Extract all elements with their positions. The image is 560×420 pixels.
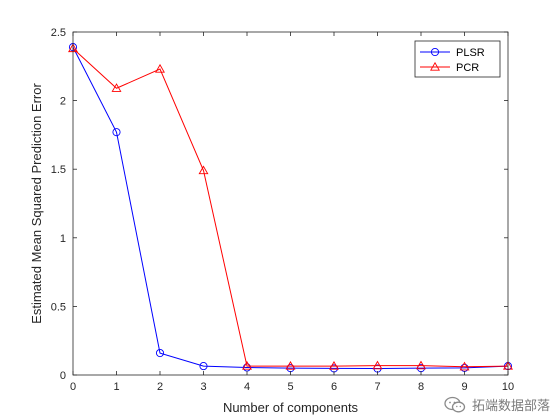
wechat-icon <box>444 396 466 412</box>
pcr-line <box>72 48 509 368</box>
legend-box <box>414 40 501 78</box>
y-tick-label: 1 <box>60 233 66 245</box>
x-tick-label: 5 <box>287 381 293 393</box>
plot-area <box>73 32 508 375</box>
legend-pcr-label: PCR <box>456 62 479 74</box>
x-tick-label: 3 <box>200 381 206 393</box>
x-tick-label: 9 <box>461 381 467 393</box>
pcr-point <box>459 361 470 371</box>
y-tick-label: 2.5 <box>51 27 66 39</box>
x-tick-label: 2 <box>157 381 163 393</box>
series-layer <box>68 43 513 373</box>
x-tick-label: 6 <box>331 381 337 393</box>
legend-plsr-label: PLSR <box>456 47 485 59</box>
series-pcr <box>68 43 513 371</box>
plsr-line <box>72 46 509 370</box>
watermark-text: 拓端数据部落 <box>471 399 550 414</box>
x-tick-label: 4 <box>244 381 250 393</box>
y-tick-label: 2 <box>60 96 66 108</box>
y-tick-label: 0 <box>60 370 66 382</box>
x-tick-label: 8 <box>418 381 424 393</box>
y-tick-label: 0.5 <box>51 301 66 313</box>
x-axis-label: Number of components <box>223 400 359 415</box>
x-tick-label: 0 <box>70 381 76 393</box>
watermark: 拓端数据部落 <box>444 395 550 414</box>
pcr-point <box>285 360 296 370</box>
plsr-point <box>155 348 165 358</box>
plsr-point <box>112 128 121 137</box>
y-axis: 0 0.5 1 1.5 2 2.5 <box>51 27 508 382</box>
pcr-point <box>372 360 383 370</box>
plsr-point <box>199 362 208 371</box>
x-tick-label: 10 <box>502 381 514 393</box>
legend: PLSR PCR <box>414 40 501 78</box>
legend-pcr-marker <box>430 61 440 71</box>
x-tick-label: 1 <box>113 381 119 393</box>
x-axis: 0 1 2 3 4 5 6 7 8 9 10 <box>70 32 514 393</box>
y-axis-label: Estimated Mean Squared Prediction Error <box>29 83 44 324</box>
pcr-point <box>242 360 252 370</box>
pcr-point <box>416 360 426 370</box>
pcr-point <box>155 63 165 73</box>
legend-plsr-marker <box>430 47 440 57</box>
pcr-point <box>329 360 339 370</box>
pcr-point <box>198 165 209 175</box>
y-tick-label: 1.5 <box>51 164 66 176</box>
pcr-point <box>111 83 122 92</box>
x-tick-label: 7 <box>374 381 380 393</box>
